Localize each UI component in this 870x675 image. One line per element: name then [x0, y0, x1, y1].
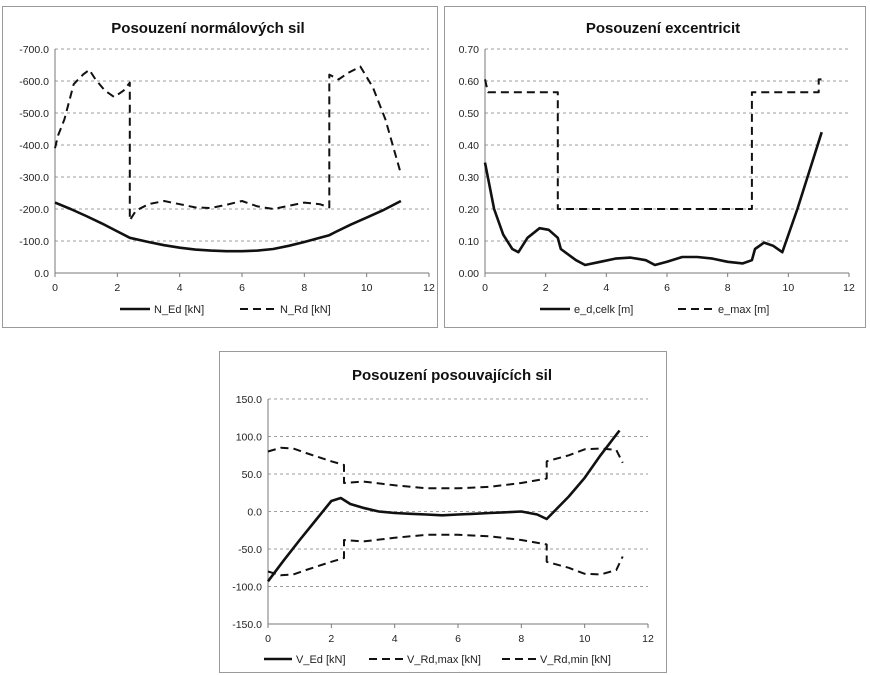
y-tick-label: -500.0	[19, 108, 49, 120]
chart-title: Posouzení excentricit	[586, 20, 740, 37]
chart-title: Posouzení normálových sil	[111, 20, 304, 37]
series-line-1	[266, 429, 621, 583]
y-tick-label: 150.0	[236, 394, 262, 406]
y-tick-label: -200.0	[19, 204, 49, 216]
chart-shear-forces: Posouzení posouvajících sil -150.0 -100.0 -…	[219, 351, 667, 673]
y-tick-label: 0.70	[459, 44, 480, 56]
chart-normal-forces-svg: Posouzení normálových sil 0.0 -100.0 -200.0…	[19, 20, 435, 316]
y-tick-label: -100.0	[19, 236, 49, 248]
x-tick-label: 0	[265, 633, 271, 645]
y-tick-label: 0.0	[247, 507, 262, 519]
chart-eccentricities: Posouzení excentricit 0.00 0.10 0.20 0.30 0.4…	[444, 6, 866, 328]
x-tick-label: 10	[361, 282, 373, 294]
x-tick-label: 0	[482, 282, 488, 294]
x-tick-label: 12	[843, 282, 855, 294]
x-tick-label: 12	[642, 633, 654, 645]
y-tick-label: -100.0	[232, 582, 262, 594]
y-tick-label: 0.60	[459, 76, 480, 88]
x-tick-label: 10	[782, 282, 794, 294]
y-tick-label: 0.10	[459, 236, 480, 248]
chart-shear-forces-svg: Posouzení posouvajících sil -150.0 -100.0 -…	[232, 367, 654, 666]
legend-label-1: e_d,celk [m]	[574, 304, 633, 316]
x-tick-label: 4	[603, 282, 609, 294]
y-tick-label: 0.20	[459, 204, 480, 216]
y-tick-label: 0.50	[459, 108, 480, 120]
legend-label-2: N_Rd [kN]	[280, 304, 331, 316]
x-tick-label: 8	[725, 282, 731, 294]
x-tick-label: 4	[177, 282, 183, 294]
y-tick-label: -50.0	[238, 544, 262, 556]
x-tick-label: 12	[423, 282, 435, 294]
legend-label-3: V_Rd,min [kN]	[540, 654, 611, 666]
x-tick-label: 2	[328, 633, 334, 645]
y-tick-label: 0.0	[34, 268, 49, 280]
x-tick-label: 4	[392, 633, 398, 645]
series-line-2	[267, 446, 624, 490]
x-tick-label: 8	[301, 282, 307, 294]
legend-label-2: e_max [m]	[718, 304, 769, 316]
y-tick-label: -150.0	[232, 619, 262, 631]
y-tick-label: -400.0	[19, 140, 49, 152]
y-tick-label: 100.0	[236, 432, 262, 444]
x-tick-label: 0	[52, 282, 58, 294]
x-tick-label: 10	[579, 633, 591, 645]
legend-label-1: V_Ed [kN]	[296, 654, 346, 666]
series-line-2	[484, 78, 825, 210]
x-tick-label: 2	[114, 282, 120, 294]
x-tick-label: 6	[664, 282, 670, 294]
series-line-1	[483, 131, 823, 267]
legend-label-2: V_Rd,max [kN]	[407, 654, 481, 666]
y-tick-label: 0.00	[459, 268, 480, 280]
y-tick-label: 0.40	[459, 140, 480, 152]
y-tick-label: -600.0	[19, 76, 49, 88]
y-tick-label: 0.30	[459, 172, 480, 184]
chart-eccentricities-svg: Posouzení excentricit 0.00 0.10 0.20 0.30 0.4…	[459, 20, 855, 316]
x-tick-label: 8	[518, 633, 524, 645]
legend-label-1: N_Ed [kN]	[154, 304, 204, 316]
y-tick-label: -700.0	[19, 44, 49, 56]
y-tick-label: 50.0	[242, 469, 263, 481]
chart-title: Posouzení posouvajících sil	[352, 367, 552, 384]
y-tick-label: -300.0	[19, 172, 49, 184]
x-tick-label: 2	[543, 282, 549, 294]
chart-normal-forces: Posouzení normálových sil 0.0 -100.0 -200.0…	[2, 6, 438, 328]
series-line-1	[54, 199, 402, 253]
series-line-3	[267, 533, 624, 577]
x-tick-label: 6	[455, 633, 461, 645]
series-line-2	[54, 65, 402, 222]
x-tick-label: 6	[239, 282, 245, 294]
